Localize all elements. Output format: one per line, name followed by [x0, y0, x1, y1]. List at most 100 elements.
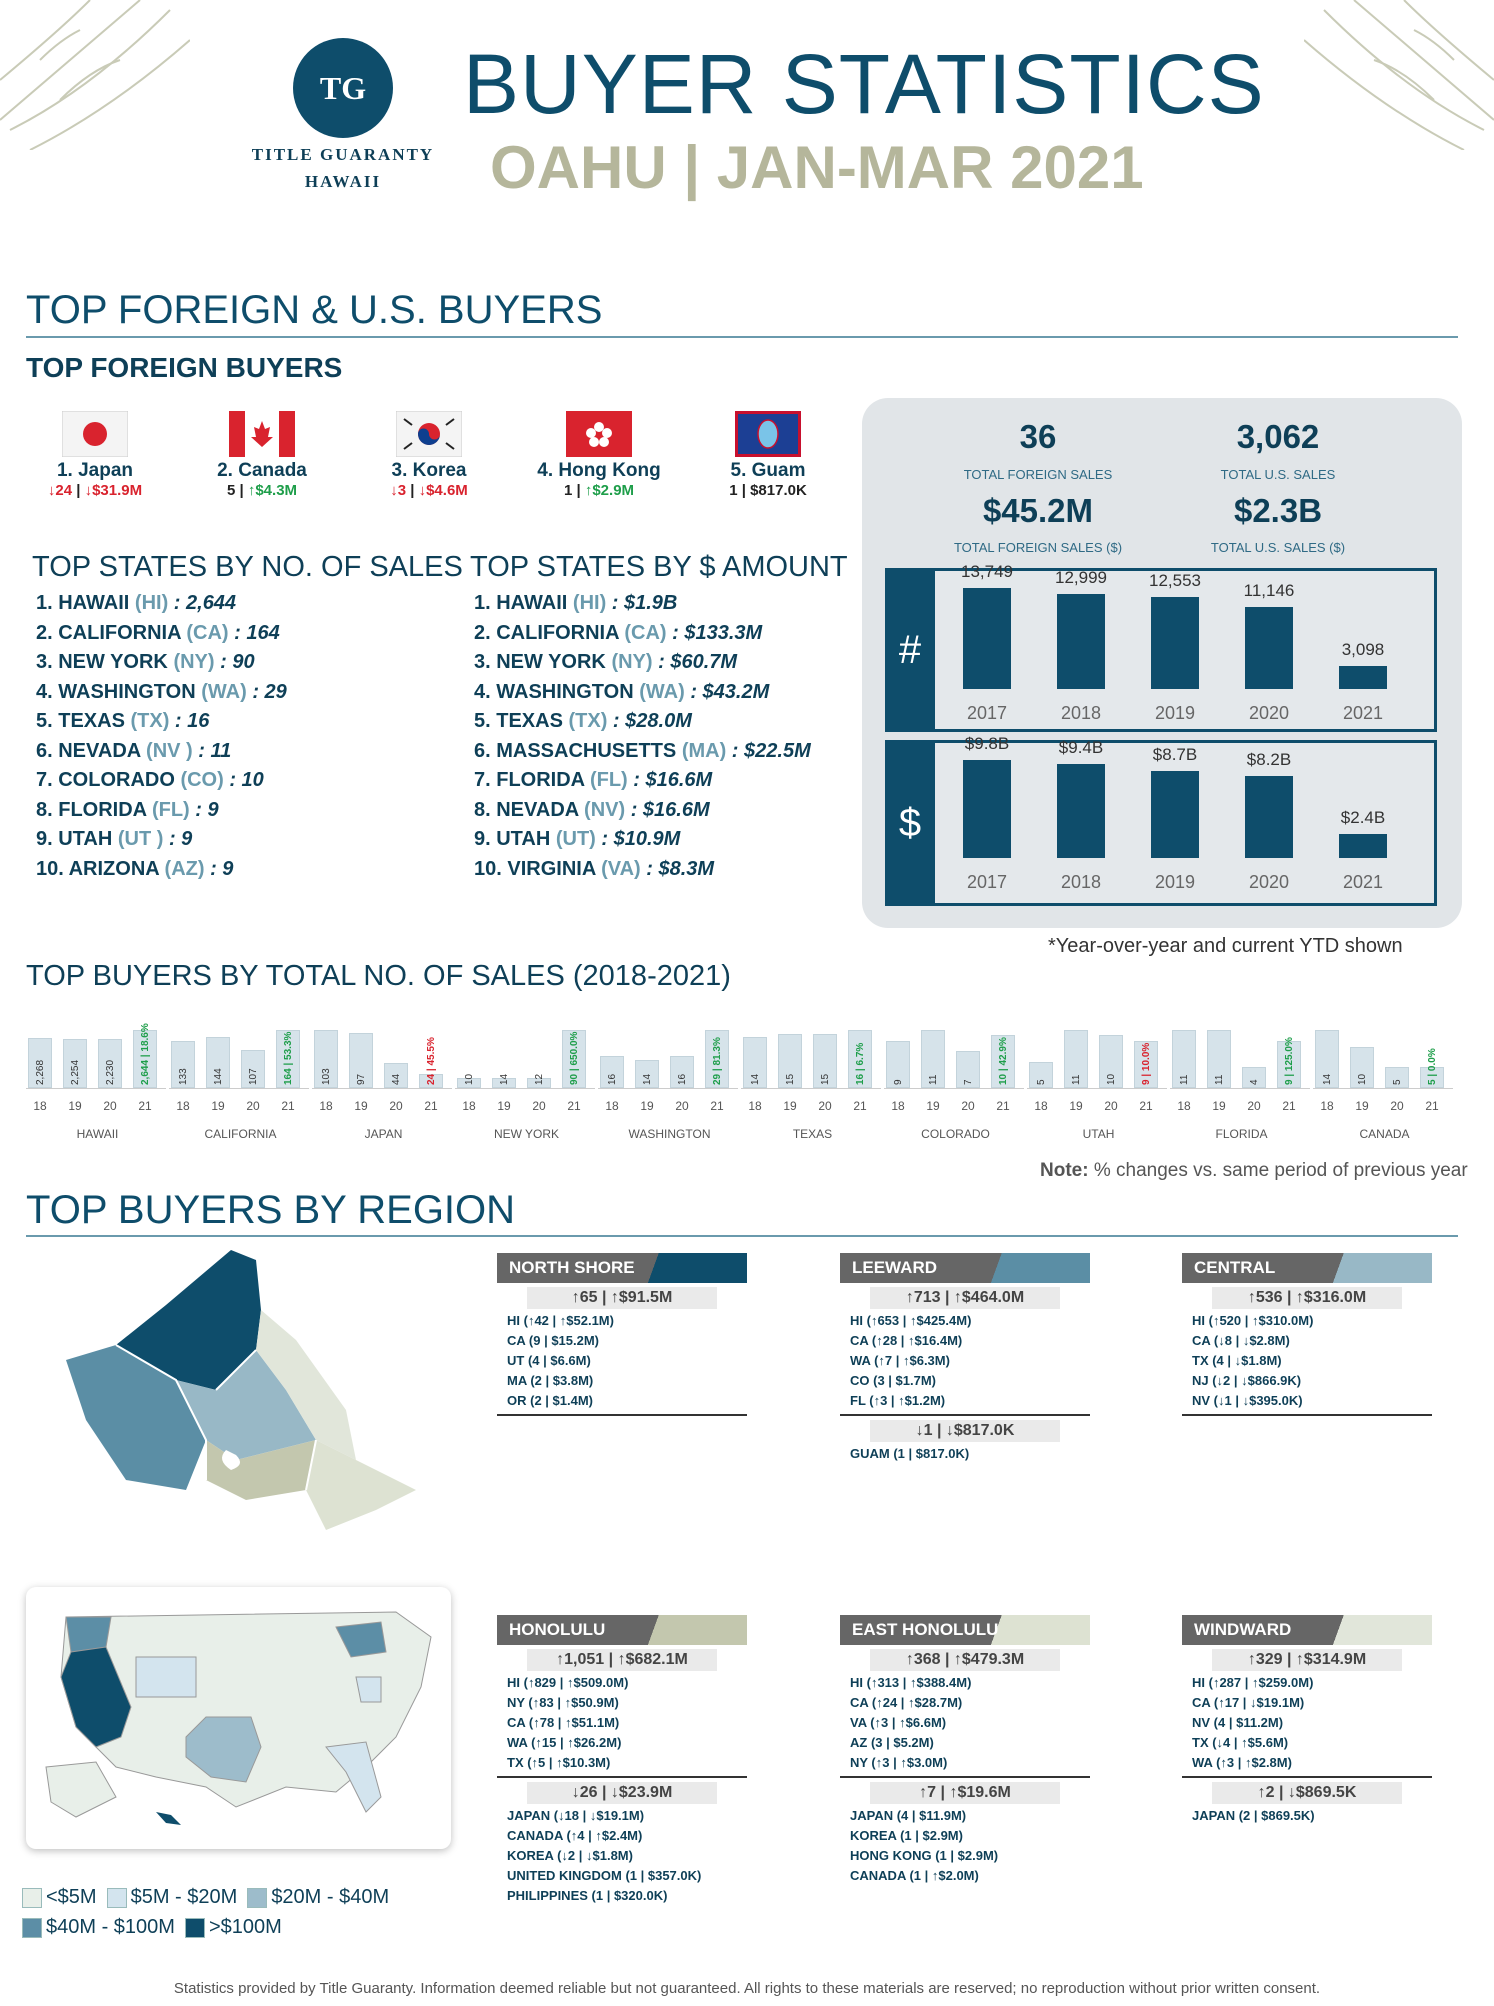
region-state-row: CA (9 | $15.2M) [507, 1333, 600, 1348]
note-text: % changes vs. same period of previous ye… [1088, 1160, 1468, 1181]
mini-bar-label: 16 [607, 1073, 618, 1085]
foreign-sales-count: 5 [226, 482, 236, 499]
mini-bar [28, 1038, 52, 1088]
bar-year-label: 2021 [1342, 703, 1384, 723]
foreign-sales-amount: ↑$2.9M [584, 482, 635, 499]
state-value: : $16.6M [627, 769, 713, 791]
bar-value-label: $9.4B [1058, 738, 1104, 757]
state-abbr: (CA) [186, 621, 229, 644]
mini-bar-label: 9 [893, 1079, 904, 1085]
total-foreign-amount: $45.2M [982, 492, 1094, 529]
region-state-row: NV (4 | $11.2M) [1192, 1715, 1284, 1730]
mini-bar-label: 16 | 6.7% [855, 1042, 866, 1085]
state-value: : 10 [223, 769, 264, 791]
note-line: Note: % changes vs. same period of previ… [1040, 1160, 1468, 1182]
mini-axis [598, 1088, 738, 1089]
mini-year-label: 21 [567, 1099, 581, 1113]
state-abbr: (CO) [180, 769, 224, 791]
foreign-buyers-title: TOP FOREIGN BUYERS [26, 352, 343, 383]
bar-year-label: 2021 [1342, 872, 1384, 892]
state-value: : 164 [228, 621, 280, 644]
bar-year-label: 2018 [1060, 872, 1102, 892]
state-name: 2. CALIFORNIA [474, 621, 625, 644]
legend-label: >$100M [208, 1916, 282, 1938]
state-name: 5. TEXAS [36, 710, 131, 732]
state-value: : 29 [246, 680, 287, 703]
total-us-sales-label: TOTAL U.S. SALES [1220, 467, 1336, 482]
region-state-row: UT (4 | $6.6M) [507, 1353, 591, 1368]
region-foreign-total: ↑2 | ↓$869.5K [1212, 1782, 1402, 1804]
region-title: NORTH SHORE [497, 1253, 747, 1283]
state-abbr: (TX) [568, 710, 608, 732]
mini-year-label: 21 [281, 1099, 295, 1113]
mini-year-label: 18 [462, 1099, 476, 1113]
foreign-sales-amount: $817.0K [750, 482, 807, 499]
state-value: : 9 [204, 857, 234, 880]
bar-year-label: 2018 [1060, 703, 1102, 723]
region-state-row: AZ (3 | $5.2M) [850, 1735, 934, 1750]
foreign-buyer-name: 4. Hong Kong [537, 460, 661, 481]
region-title: CENTRAL [1182, 1253, 1432, 1283]
mini-bar-label: 14 [642, 1073, 653, 1085]
page-subtitle: OAHU | JAN-MAR 2021 [490, 134, 1144, 201]
mini-bar-label: 11 [1071, 1074, 1082, 1085]
mini-bar-label: 97 [356, 1073, 367, 1085]
region-foreign-row: JAPAN (↓18 | ↓$19.1M) [507, 1808, 645, 1823]
bar-value-label: $9.8B [964, 734, 1010, 753]
mini-bar [527, 1078, 551, 1088]
mini-bar [206, 1037, 230, 1088]
mini-bar-label: 12 [534, 1073, 545, 1085]
foreign-buyer-name: 3. Korea [391, 460, 467, 481]
region-divider [840, 1776, 1090, 1778]
mini-year-label: 18 [319, 1099, 333, 1113]
state-abbr: (FL) [151, 798, 190, 821]
foreign-buyer-stat: 1 | $817.0K [683, 482, 853, 499]
region-state-row: HI (↑520 | ↑$310.0M) [1192, 1313, 1314, 1328]
state-row: 5. TEXAS (TX) : $28.0M [474, 707, 811, 737]
state-row: 2. CALIFORNIA (CA) : $133.3M [474, 619, 811, 649]
mini-bar-label: 10 [1106, 1073, 1117, 1085]
mini-year-label: 20 [246, 1099, 260, 1113]
mini-bar [349, 1033, 373, 1088]
state-row: 3. NEW YORK (NY) : $60.7M [474, 648, 811, 678]
region-state-row: NY (↑3 | ↑$3.0M) [850, 1755, 948, 1770]
state-abbr: (WA) [639, 680, 685, 703]
region-state-row: TX (4 | ↓$1.8M) [1192, 1353, 1282, 1368]
foreign-sales-count: 1 [729, 482, 738, 499]
mini-year-label: 21 [424, 1099, 438, 1113]
mini-year-label: 19 [640, 1099, 654, 1113]
state-row: 6. MASSACHUSETTS (MA) : $22.5M [474, 737, 811, 767]
mini-group-label: COLORADO [921, 1127, 990, 1141]
mini-group-label: CALIFORNIA [204, 1127, 277, 1141]
state-abbr: (CA) [624, 621, 667, 644]
region-foreign-row: PHILIPPINES (1 | $320.0K) [507, 1888, 668, 1903]
state-value: : $60.7M [652, 651, 738, 673]
mini-bar [63, 1038, 87, 1088]
guam-flag-icon [735, 411, 801, 457]
region-total: ↑65 | ↑$91.5M [527, 1287, 717, 1309]
note-bold: Note: [1040, 1160, 1089, 1181]
mini-year-label: 18 [176, 1099, 190, 1113]
state-name: 9. UTAH [36, 828, 118, 850]
state-row: 7. COLORADO (CO) : 10 [36, 766, 287, 796]
region-state-row: VA (↑3 | ↑$6.6M) [850, 1715, 947, 1730]
mini-year-label: 21 [710, 1099, 724, 1113]
tg-logo: TG [293, 38, 393, 138]
state-row: 1. HAWAII (HI) : 2,644 [36, 589, 287, 619]
mini-year-label: 19 [926, 1099, 940, 1113]
region-state-row: WA (↑7 | ↑$6.3M) [850, 1353, 950, 1368]
state-value: : $16.6M [625, 798, 710, 821]
mini-bar [562, 1030, 586, 1088]
mini-group-label: TEXAS [792, 1127, 833, 1141]
canada-flag-icon [229, 411, 295, 457]
mini-group-label: CANADA [1359, 1127, 1410, 1141]
mini-year-label: 20 [1104, 1099, 1118, 1113]
state-row: 4. WASHINGTON (WA) : $43.2M [474, 678, 811, 708]
mini-bar [1315, 1030, 1339, 1088]
region-state-row: HI (↑42 | ↑$52.1M) [507, 1313, 614, 1328]
state-row: 10. VIRGINIA (VA) : $8.3M [474, 855, 811, 885]
mini-group-label: NEW YORK [493, 1127, 560, 1141]
state-name: 4. WASHINGTON [474, 680, 640, 703]
state-row: 9. UTAH (UT) : $10.9M [474, 825, 811, 855]
mini-year-label: 19 [68, 1099, 82, 1113]
